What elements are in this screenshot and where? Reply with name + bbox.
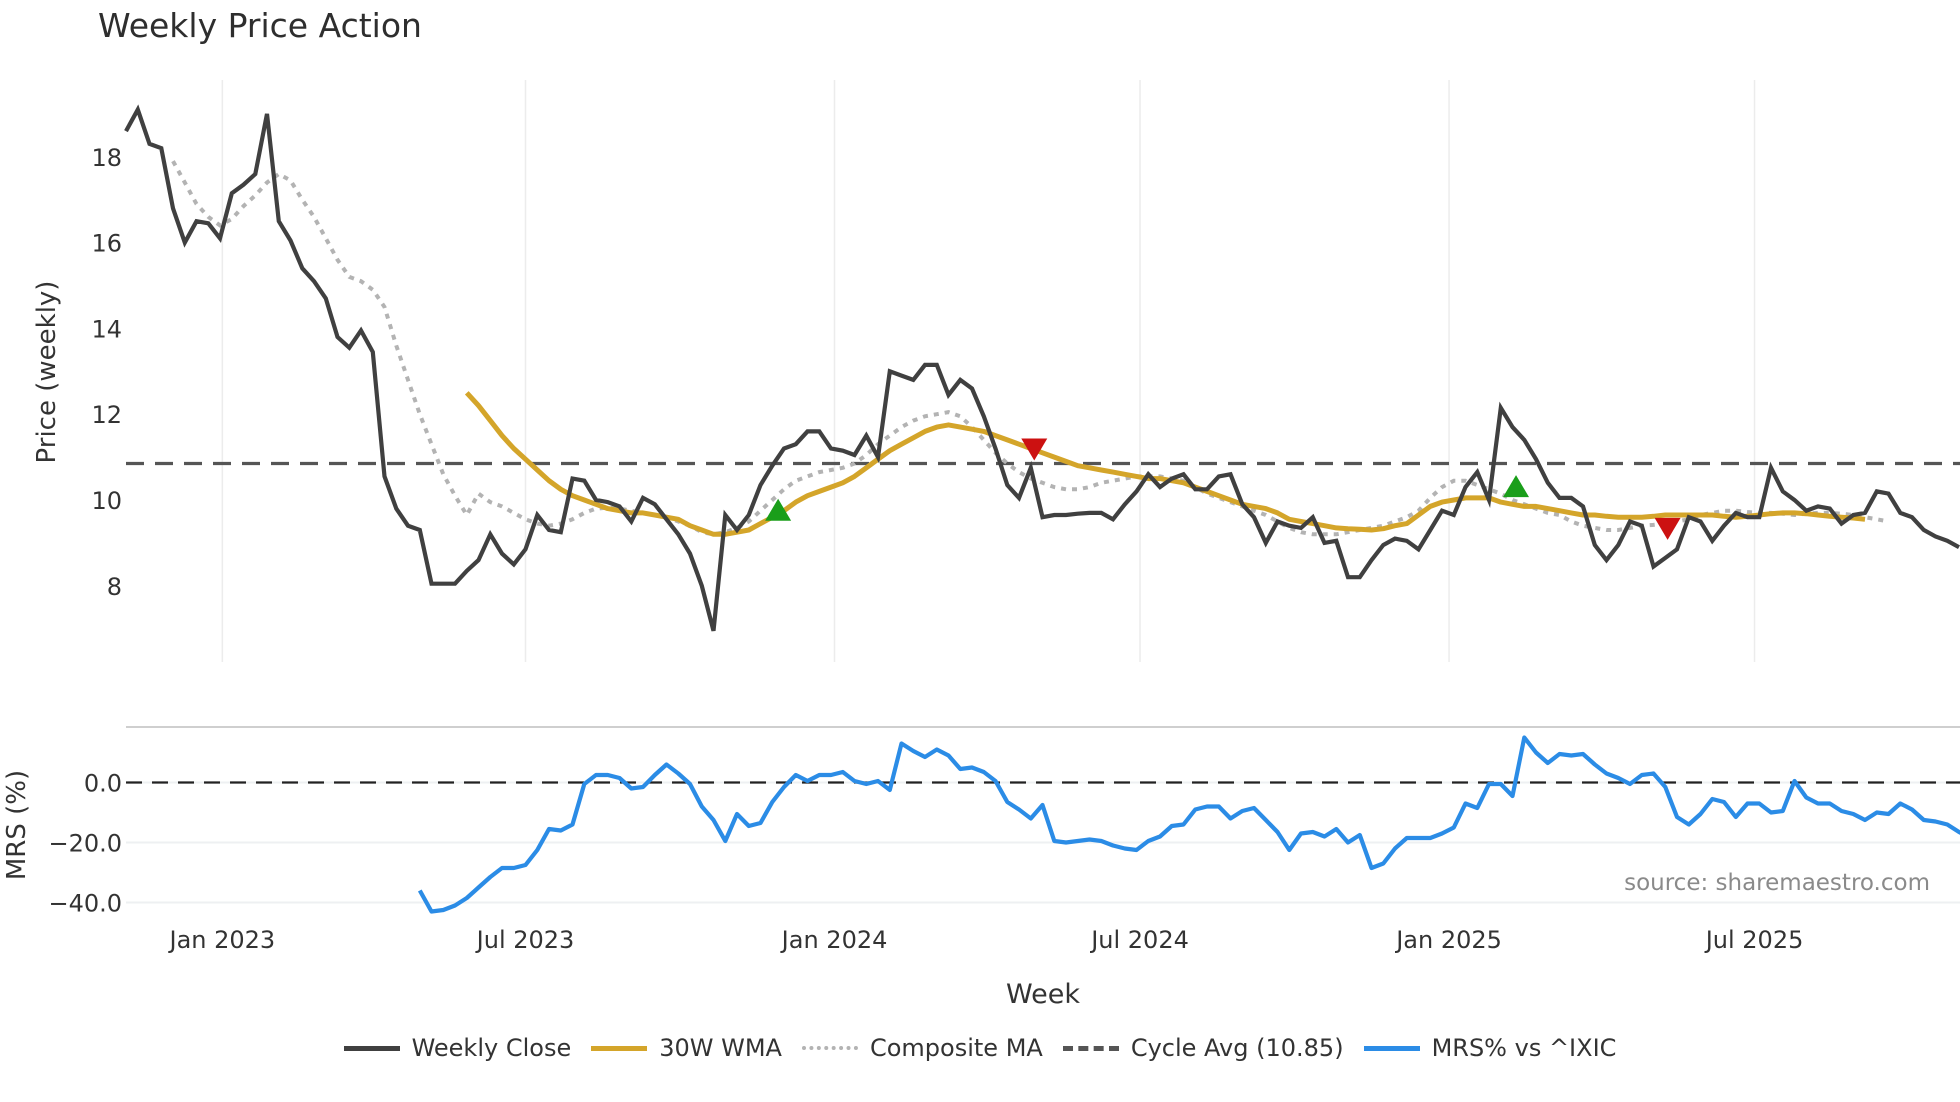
x-tick-label: Jul 2025: [1704, 926, 1804, 954]
legend-label: MRS% vs ^IXIC: [1431, 1034, 1617, 1062]
legend-label: Cycle Avg (10.85): [1130, 1034, 1344, 1062]
legend-label: Weekly Close: [411, 1034, 572, 1062]
price-y-axis-ticks: 8 10 12 14 16 18: [91, 144, 122, 601]
legend-item[interactable]: MRS% vs ^IXIC: [1363, 1034, 1617, 1062]
legend-item[interactable]: 30W WMA: [591, 1034, 782, 1062]
x-tick-label: Jul 2024: [1089, 926, 1189, 954]
mrs-y-tick-label: −20.0: [48, 830, 122, 858]
mrs-y-axis-label: MRS (%): [2, 770, 32, 880]
x-tick-label: Jul 2023: [475, 926, 575, 954]
buy-signal-triangle-up-icon: [1503, 475, 1530, 498]
signal-markers: [765, 438, 1681, 540]
x-axis-label: Week: [1006, 979, 1080, 1010]
y-tick-label: 10: [91, 487, 122, 515]
x-axis-ticks: Jan 2023 Jul 2023 Jan 2024 Jul 2024 Jan 2025…: [167, 926, 1803, 954]
source-note: source: sharemaestro.com: [1624, 870, 1930, 896]
legend-line-swatch-icon: [343, 1045, 400, 1051]
legend-label: 30W WMA: [659, 1034, 782, 1062]
y-tick-label: 16: [91, 230, 122, 258]
sell-signal-triangle-down-icon: [1021, 438, 1048, 461]
legend-line-swatch-icon: [801, 1046, 858, 1050]
composite-ma-line: [171, 160, 1889, 537]
y-tick-label: 12: [91, 401, 122, 429]
chart-legend: Weekly Close 30W WMA Composite MA Cycle Avg…: [0, 1034, 1960, 1062]
chart-title: Weekly Price Action: [98, 6, 422, 45]
legend-line-swatch-icon: [1363, 1045, 1420, 1051]
mrs-gridlines: 0.0 −20.0 −40.0: [48, 770, 1960, 918]
buy-signal-triangle-up-icon: [765, 498, 792, 521]
x-tick-label: Jan 2023: [167, 926, 275, 954]
y-tick-label: 18: [91, 144, 122, 172]
wma-30w-line: [464, 391, 1866, 537]
legend-line-swatch-icon: [591, 1045, 648, 1051]
legend-line-swatch-icon: [1062, 1045, 1119, 1051]
mrs-line: [417, 735, 1960, 914]
legend-label: Composite MA: [869, 1034, 1043, 1062]
legend-item[interactable]: Cycle Avg (10.85): [1062, 1034, 1344, 1062]
y-tick-label: 8: [107, 573, 122, 601]
legend-item[interactable]: Weekly Close: [343, 1034, 572, 1062]
x-tick-label: Jan 2024: [780, 926, 888, 954]
weekly-close-line: [124, 104, 1960, 632]
y-tick-label: 14: [91, 315, 122, 343]
mrs-y-tick-label: −40.0: [48, 890, 122, 918]
price-y-axis-label: Price (weekly): [32, 281, 62, 464]
vertical-gridlines: [221, 80, 1756, 662]
x-tick-label: Jan 2025: [1394, 926, 1502, 954]
sell-signal-triangle-down-icon: [1654, 517, 1681, 540]
mrs-y-tick-label: 0.0: [84, 770, 122, 798]
legend-item[interactable]: Composite MA: [801, 1034, 1043, 1062]
